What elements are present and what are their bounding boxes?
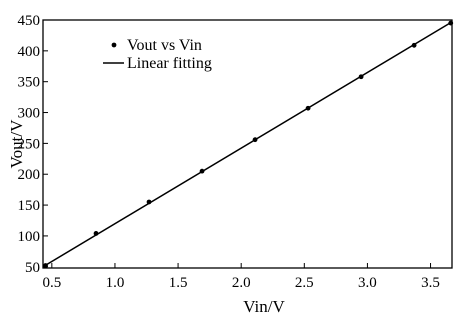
data-point [146,199,152,205]
data-point [43,263,48,268]
series-layer [42,20,454,268]
y-axis-ticks: 50 100 150 200 250 300 350 400 450 [18,13,48,276]
x-tick-label: 3.0 [358,275,377,291]
x-tick-label: 1.5 [169,275,188,291]
fit-line [42,21,453,268]
x-axis-label: Vin/V [243,297,285,316]
legend-label-scatter: Vout vs Vin [127,37,202,54]
y-tick-label: 250 [18,136,41,152]
y-axis-label: Vout/V [7,119,26,169]
data-point [252,137,258,143]
x-axis-ticks: 0.5 1.0 1.5 2.0 2.5 3.0 3.5 [42,263,440,291]
x-tick-label: 2.0 [232,275,251,291]
legend: Vout vs Vin Linear fitting [103,37,212,72]
y-tick-label: 150 [18,198,41,214]
data-point [448,20,454,26]
legend-marker-scatter [111,42,117,48]
data-point [199,168,205,174]
data-point [358,74,364,80]
legend-label-line: Linear fitting [127,55,212,72]
plot-frame [42,19,453,269]
y-tick-label: 50 [25,260,40,276]
data-point [411,42,417,48]
x-tick-label: 0.5 [42,275,61,291]
data-point [305,105,311,111]
x-tick-label: 2.5 [295,275,314,291]
y-tick-label: 200 [18,167,41,183]
y-tick-label: 400 [18,44,41,60]
x-tick-label: 1.0 [106,275,125,291]
y-tick-label: 100 [18,229,41,245]
y-tick-label: 300 [18,106,41,122]
y-tick-label: 350 [18,75,41,91]
x-tick-label: 3.5 [421,275,440,291]
data-point [93,231,99,236]
y-tick-label: 450 [18,13,41,29]
